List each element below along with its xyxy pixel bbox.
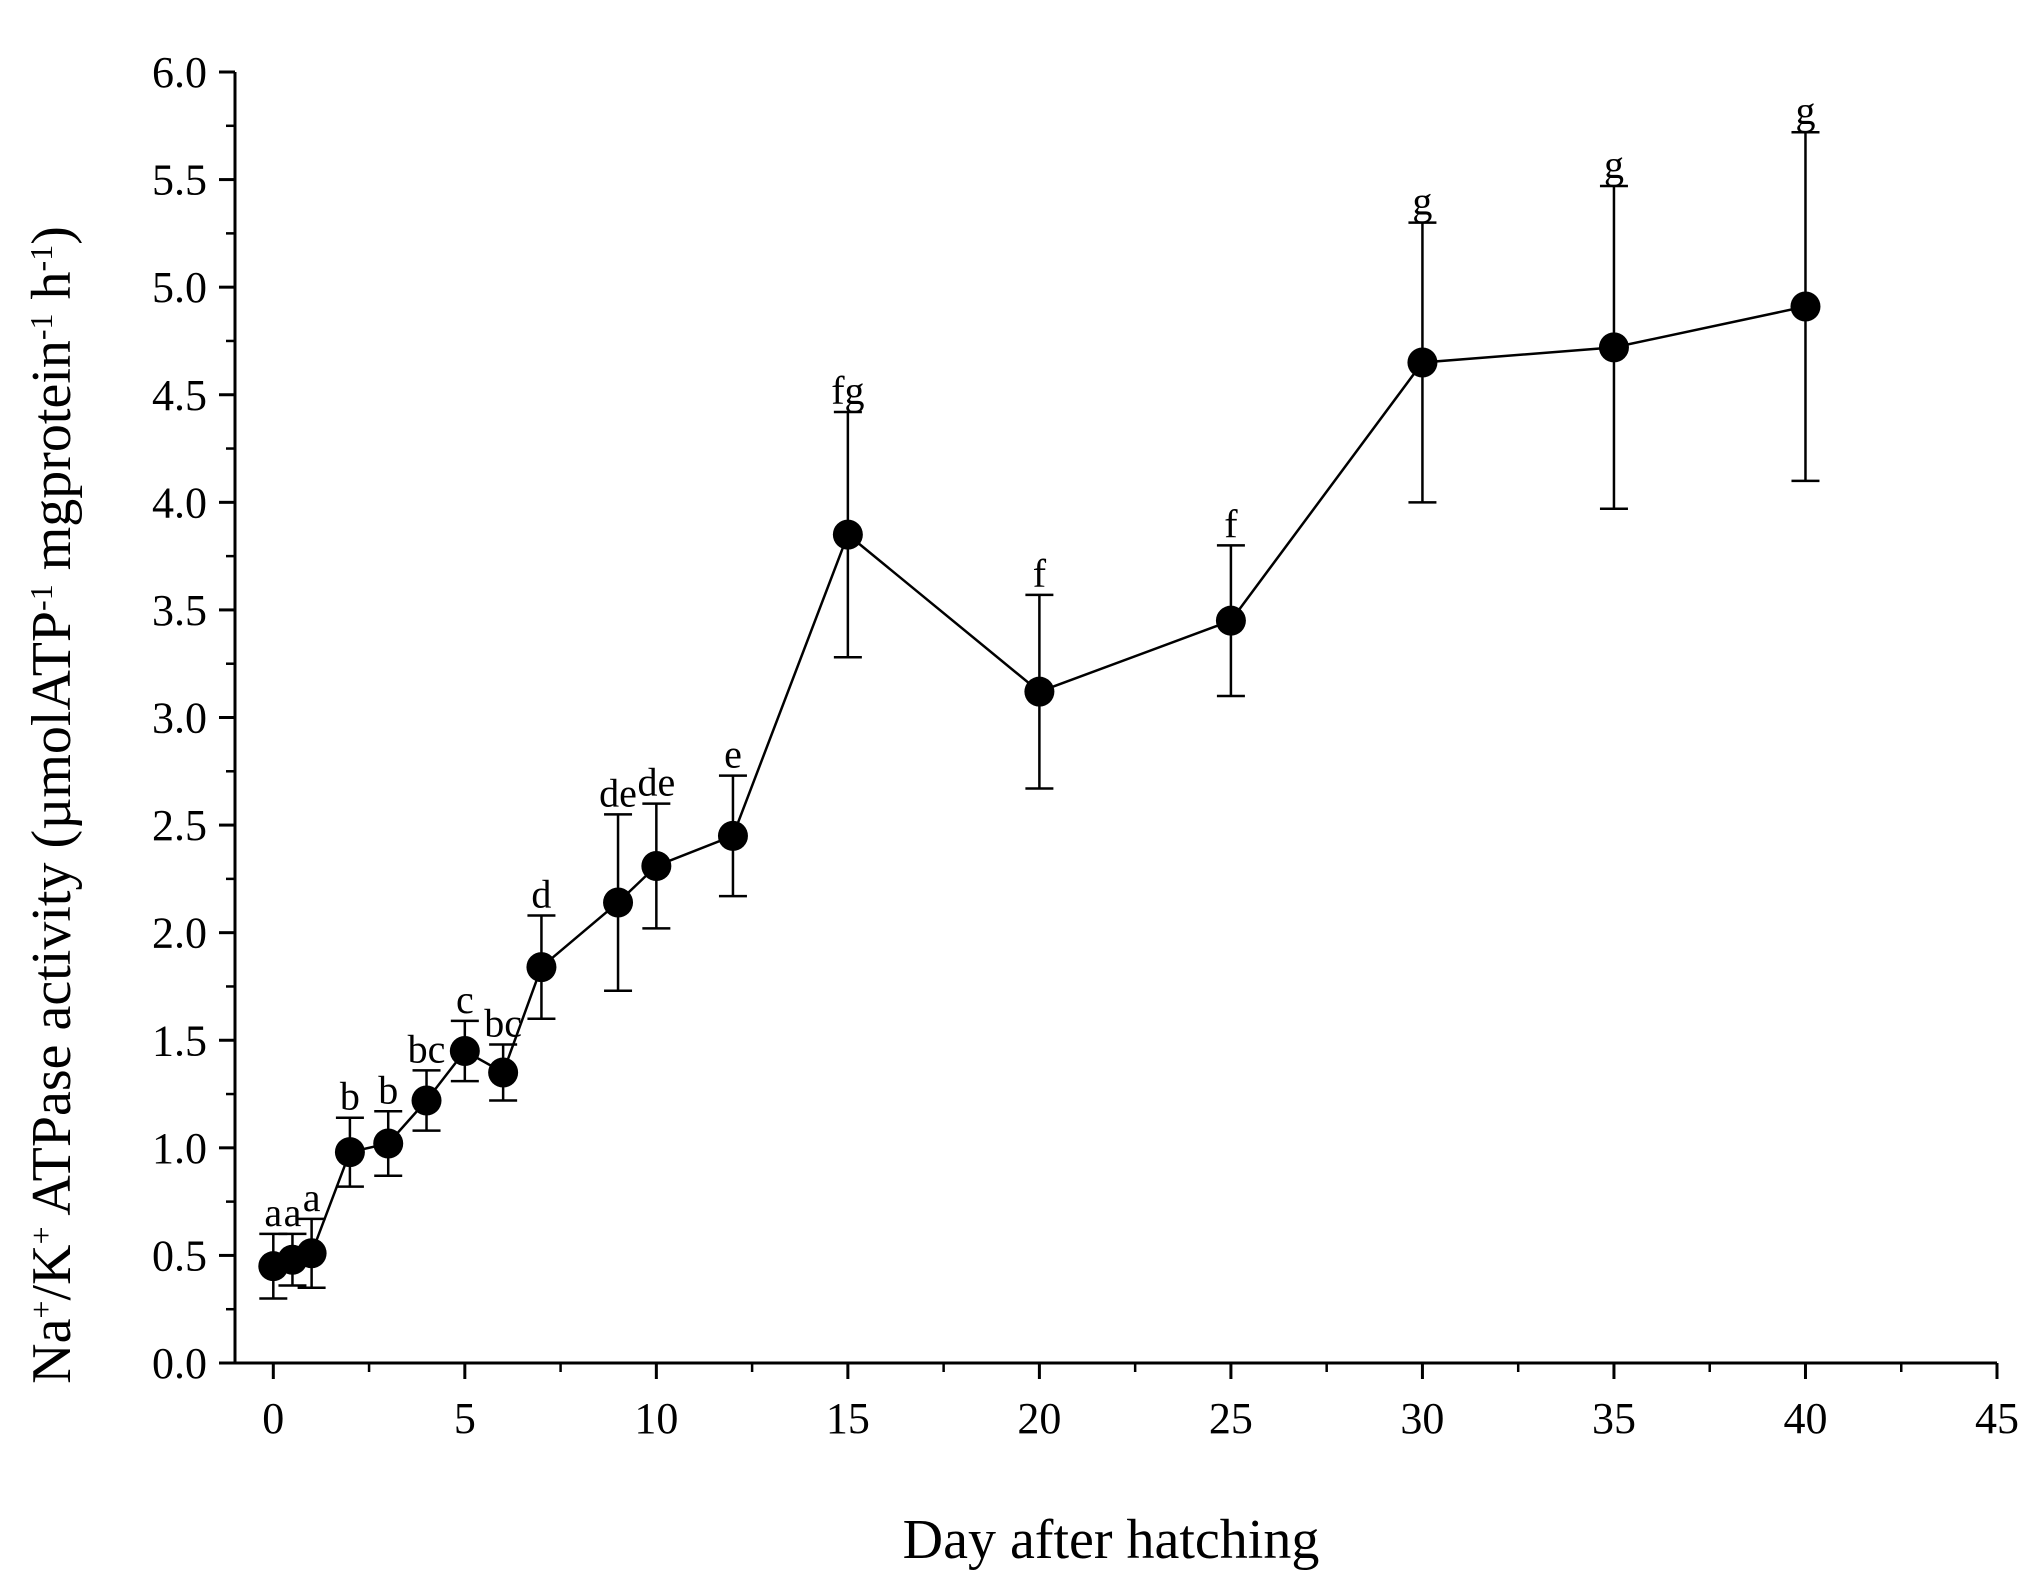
significance-label: de <box>637 760 675 805</box>
y-title-exp-2: -1 <box>23 313 59 340</box>
data-point <box>1215 605 1246 636</box>
series-layer <box>258 130 1821 1300</box>
y-tick-label: 1.5 <box>152 1016 207 1065</box>
x-tick-label: 0 <box>262 1394 284 1443</box>
y-title-plus-2: + <box>23 1226 59 1244</box>
y-title-na: Na <box>21 1318 83 1383</box>
y-tick-label: 5.0 <box>152 263 207 312</box>
x-tick-label: 15 <box>826 1394 870 1443</box>
y-title-slash-k: /K <box>21 1245 83 1301</box>
significance-label: fg <box>831 368 864 413</box>
y-tick-label: 3.5 <box>152 586 207 635</box>
y-title-plus-1: + <box>23 1301 59 1319</box>
significance-label: bc <box>484 1001 522 1046</box>
significance-label: f <box>1033 551 1047 596</box>
significance-label: b <box>340 1074 360 1119</box>
y-tick-label: 2.0 <box>152 909 207 958</box>
y-tick-label: 1.0 <box>152 1124 207 1173</box>
significance-label: a <box>284 1190 302 1235</box>
data-point <box>526 952 557 983</box>
data-point <box>411 1085 442 1116</box>
significance-label: e <box>724 732 742 777</box>
significance-label: a <box>264 1190 282 1235</box>
y-title-end: ) <box>21 226 83 245</box>
x-axis-title: Day after hatching <box>903 1509 1320 1571</box>
y-tick-label: 2.5 <box>152 801 207 850</box>
x-tick-label: 20 <box>1017 1394 1061 1443</box>
significance-label: g <box>1795 88 1815 133</box>
axes: 0.0 0.5 1.0 1.5 2.0 2.5 3.0 3.5 4.0 4.5 5.0 5.5 6.0 0… <box>152 48 2019 1443</box>
significance-label: c <box>456 977 474 1022</box>
y-tick-label: 6.0 <box>152 48 207 97</box>
data-point <box>641 850 672 881</box>
significance-label: de <box>599 770 637 815</box>
y-title-mid: mgprotein <box>21 340 83 584</box>
data-point <box>373 1128 404 1159</box>
significance-label: b <box>378 1067 398 1112</box>
y-tick-label: 5.5 <box>152 156 207 205</box>
y-title-exp-3: -1 <box>23 245 59 272</box>
data-point <box>296 1238 327 1269</box>
significance-label: g <box>1604 142 1624 187</box>
significance-label: bc <box>408 1026 446 1071</box>
y-tick-label: 3.0 <box>152 694 207 743</box>
significance-label: a <box>303 1175 321 1220</box>
x-tick-label: 5 <box>454 1394 476 1443</box>
y-title-main: ATPase activity (µmolATP <box>21 611 83 1227</box>
x-tick-label: 35 <box>1592 1394 1636 1443</box>
y-axis-title: Na+/K+ ATPase activity (µmolATP-1 mgprot… <box>21 226 83 1384</box>
data-point <box>488 1057 519 1088</box>
y-title-exp-1: -1 <box>23 584 59 611</box>
x-tick-label: 45 <box>1975 1394 2019 1443</box>
data-point <box>1024 676 1055 707</box>
data-point <box>717 820 748 851</box>
x-tick-label: 10 <box>634 1394 678 1443</box>
data-point <box>1790 291 1821 322</box>
y-title-h: h <box>21 271 83 313</box>
y-tick-label: 4.0 <box>152 478 207 527</box>
data-point <box>1598 332 1629 363</box>
x-tick-label: 40 <box>1783 1394 1827 1443</box>
x-tick-label: 25 <box>1209 1394 1253 1443</box>
y-tick-label: 0.5 <box>152 1231 207 1280</box>
data-point <box>1407 347 1438 378</box>
significance-label: g <box>1412 179 1432 224</box>
data-point <box>334 1137 365 1168</box>
data-point <box>603 887 634 918</box>
series-line <box>272 305 1806 1268</box>
significance-label: d <box>531 871 551 916</box>
data-point <box>449 1036 480 1067</box>
data-point <box>832 519 863 550</box>
significance-label: f <box>1224 501 1238 546</box>
y-tick-label: 4.5 <box>152 371 207 420</box>
y-tick-label: 0.0 <box>152 1339 207 1388</box>
x-tick-label: 30 <box>1400 1394 1444 1443</box>
